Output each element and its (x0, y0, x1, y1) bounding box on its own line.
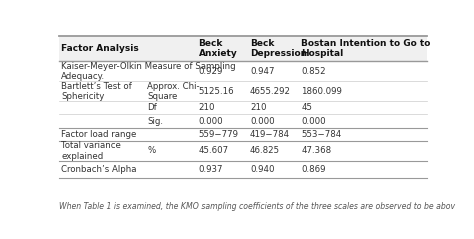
Text: Beck
Depression: Beck Depression (250, 39, 307, 59)
Text: 46.825: 46.825 (250, 146, 280, 155)
Text: 0.852: 0.852 (301, 67, 326, 76)
Text: 45.607: 45.607 (199, 146, 228, 155)
Text: 419−784: 419−784 (250, 130, 290, 139)
Bar (59, 36, 427, 61)
Text: 559−779: 559−779 (199, 130, 238, 139)
Text: 47.368: 47.368 (301, 146, 331, 155)
Text: Factor Analysis: Factor Analysis (61, 44, 139, 53)
Text: 0.929: 0.929 (199, 67, 223, 76)
Text: Df: Df (147, 103, 157, 112)
Text: 1860.099: 1860.099 (301, 87, 342, 96)
Text: 553−784: 553−784 (301, 130, 342, 139)
Text: 45: 45 (301, 103, 312, 112)
Text: %: % (147, 146, 155, 155)
Text: 210: 210 (199, 103, 215, 112)
Text: 0.869: 0.869 (301, 165, 326, 174)
Text: 0.947: 0.947 (250, 67, 274, 76)
Text: 0.000: 0.000 (301, 117, 326, 125)
Text: 0.000: 0.000 (199, 117, 223, 125)
Text: Approx. Chi-
Square: Approx. Chi- Square (147, 81, 200, 101)
Text: 0.940: 0.940 (250, 165, 274, 174)
Text: Bartlett’s Test of
Sphericity: Bartlett’s Test of Sphericity (61, 81, 132, 101)
Text: Kaiser-Meyer-Olkin Measure of Sampling
Adequacy.: Kaiser-Meyer-Olkin Measure of Sampling A… (61, 62, 236, 81)
Text: Total variance
explained: Total variance explained (61, 141, 121, 161)
Text: 5125.16: 5125.16 (199, 87, 234, 96)
Text: Beck
Anxiety: Beck Anxiety (199, 39, 237, 59)
Text: 0.000: 0.000 (250, 117, 274, 125)
Text: Sig.: Sig. (147, 117, 163, 125)
Text: Factor load range: Factor load range (61, 130, 137, 139)
Text: 210: 210 (250, 103, 266, 112)
Text: Cronbach’s Alpha: Cronbach’s Alpha (61, 165, 137, 174)
Text: 4655.292: 4655.292 (250, 87, 291, 96)
Text: When Table 1 is examined, the KMO sampling coefficients of the three scales are : When Table 1 is examined, the KMO sampli… (59, 202, 456, 211)
Text: 0.937: 0.937 (199, 165, 223, 174)
Text: Bostan Intention to Go to
Hospital: Bostan Intention to Go to Hospital (301, 39, 431, 59)
